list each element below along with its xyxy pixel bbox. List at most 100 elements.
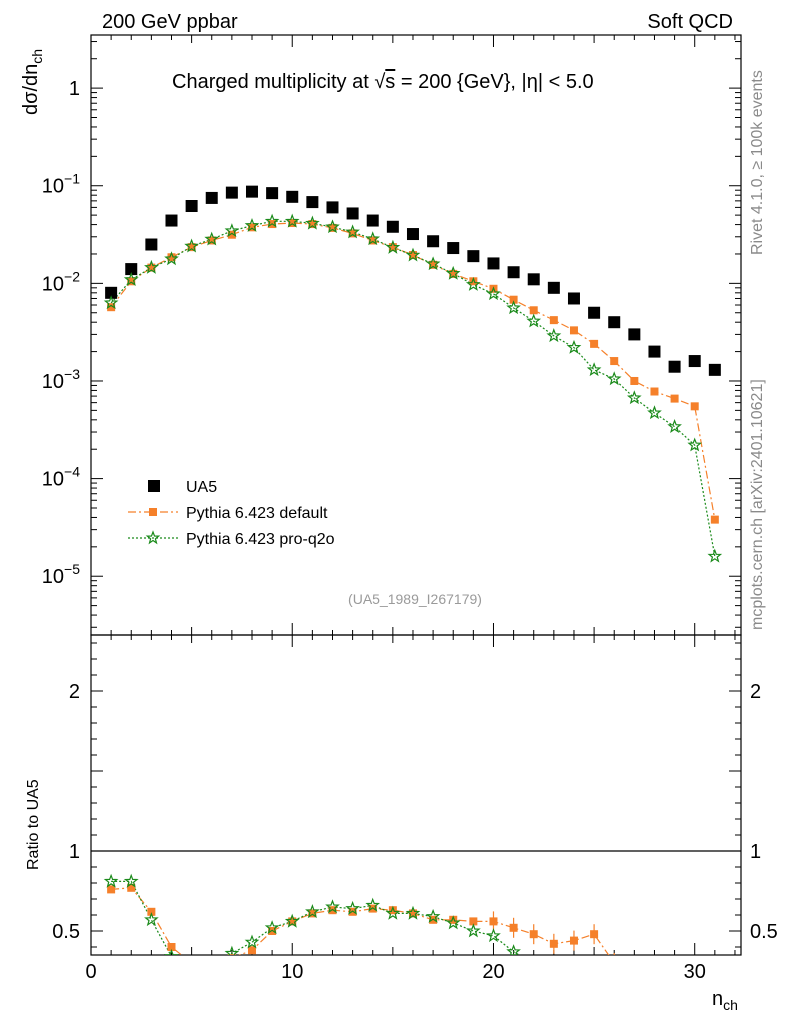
default-point [247,223,256,232]
default-point [107,303,116,312]
xtick-label: 20 [482,961,504,983]
main-ytick-label: 10−3 [42,366,80,393]
ratio-default-point [127,883,136,892]
ratio-ytick-label-left: 1 [69,841,80,863]
default-point [630,376,639,385]
main-title: Charged multiplicity at √s = 200 {GeV}, … [172,71,594,93]
ua5-point [145,238,158,251]
ratio-proq2o-point [325,899,340,914]
default-point [549,316,558,325]
proq2o-point [647,405,662,420]
ua5-point [608,316,621,329]
ratio-default-point [489,917,498,926]
header-right: Soft QCD [647,11,733,33]
ratio-default-point [449,915,458,924]
ua5-point [205,191,218,204]
ratio-default-point [167,943,176,951]
ua5-point [447,242,460,255]
ratio-default-line [111,887,610,955]
legend: UA5 Pythia 6.423 default Pythia 6.423 pr… [128,479,335,548]
default-point [529,306,538,315]
ratio-default-point [569,936,578,945]
proq2o-point [123,271,139,287]
proq2o-point [164,251,179,266]
proq2o-point [526,313,542,328]
default-point [429,260,438,269]
ua5-point [668,360,681,373]
ratio-default-point [208,959,216,967]
ratio-proq2o-point [345,900,360,915]
default-line [110,222,716,520]
default-point [187,243,196,252]
title-suffix: = 200 {GeV}, |η| < 5.0 [395,71,593,93]
proq2o-point [325,219,340,234]
default-point [469,277,478,286]
ratio-default-point [107,885,116,894]
proq2o-point [224,223,240,238]
legend-marker-ua5 [148,480,160,492]
ratio-default-point [590,930,599,939]
ratio-default-point [509,923,518,932]
ratio-ytick-label-left: 2 [69,681,80,703]
default-point [590,339,599,348]
ua5-point [366,214,379,227]
ratio-plot-frame [90,634,742,956]
ua5-point [326,201,339,214]
main-ytick-label: 1 [69,78,80,100]
proq2o-point [184,238,199,253]
ratio-ytick-label-right: 2 [750,681,761,703]
default-point [167,253,176,262]
main-ytick-label: 10−4 [42,464,80,491]
ratio-proq2o-point [528,957,539,968]
ua5-point [527,273,540,286]
ua5-point [467,250,480,263]
ua5-point [346,207,359,220]
proq2o-point [204,231,220,246]
ratio-ytick-label-right: 0.5 [750,921,778,943]
ua5-point [286,190,299,203]
default-point [650,387,659,396]
ua5-point [708,363,721,376]
ratio-proq2o-point [445,915,461,930]
proq2o-point [144,259,159,274]
title-sqrt-s: s [385,71,395,93]
default-point [207,236,216,245]
ua5-point [487,257,500,270]
ratio-default-point [549,939,558,948]
ratio-default-point [469,917,478,926]
ratio-default-point [388,906,397,915]
ratio-ytick-label-left: 0.5 [52,921,80,943]
ua5-point [386,220,399,233]
proq2o-point [546,328,562,343]
xtick-label: 0 [85,961,96,983]
xtick-label: 30 [684,961,706,983]
ratio-default-point [147,907,156,916]
default-point [449,269,458,278]
main-ylabel-sub: ch [29,49,45,64]
proq2o-point [264,213,280,228]
proq2o-point [586,362,602,377]
default-point [388,243,397,252]
title-prefix: Charged multiplicity at [172,71,374,93]
xtick-label: 10 [281,961,303,983]
main-series [103,185,723,563]
proq2o-point [486,286,501,301]
proq2o-point [365,231,381,246]
ratio-default-point [247,946,256,955]
xlabel-sub: ch [723,997,738,1013]
ua5-point [567,292,580,305]
proq2o-point [606,371,622,386]
proq2o-point [707,548,723,563]
default-point [288,219,297,228]
ratio-proq2o-point [144,912,159,927]
proq2o-point [506,300,521,315]
ratio-proq2o-point [186,957,197,968]
ua5-point [588,306,601,319]
main-ylabel-text: dσ/dn [20,64,42,115]
proq2o-point [405,247,421,262]
proq2o-point [667,418,682,434]
ratio-proq2o-point [506,944,521,955]
ua5-point [547,281,560,294]
ua5-point [427,235,440,248]
ua5-point [507,266,520,279]
